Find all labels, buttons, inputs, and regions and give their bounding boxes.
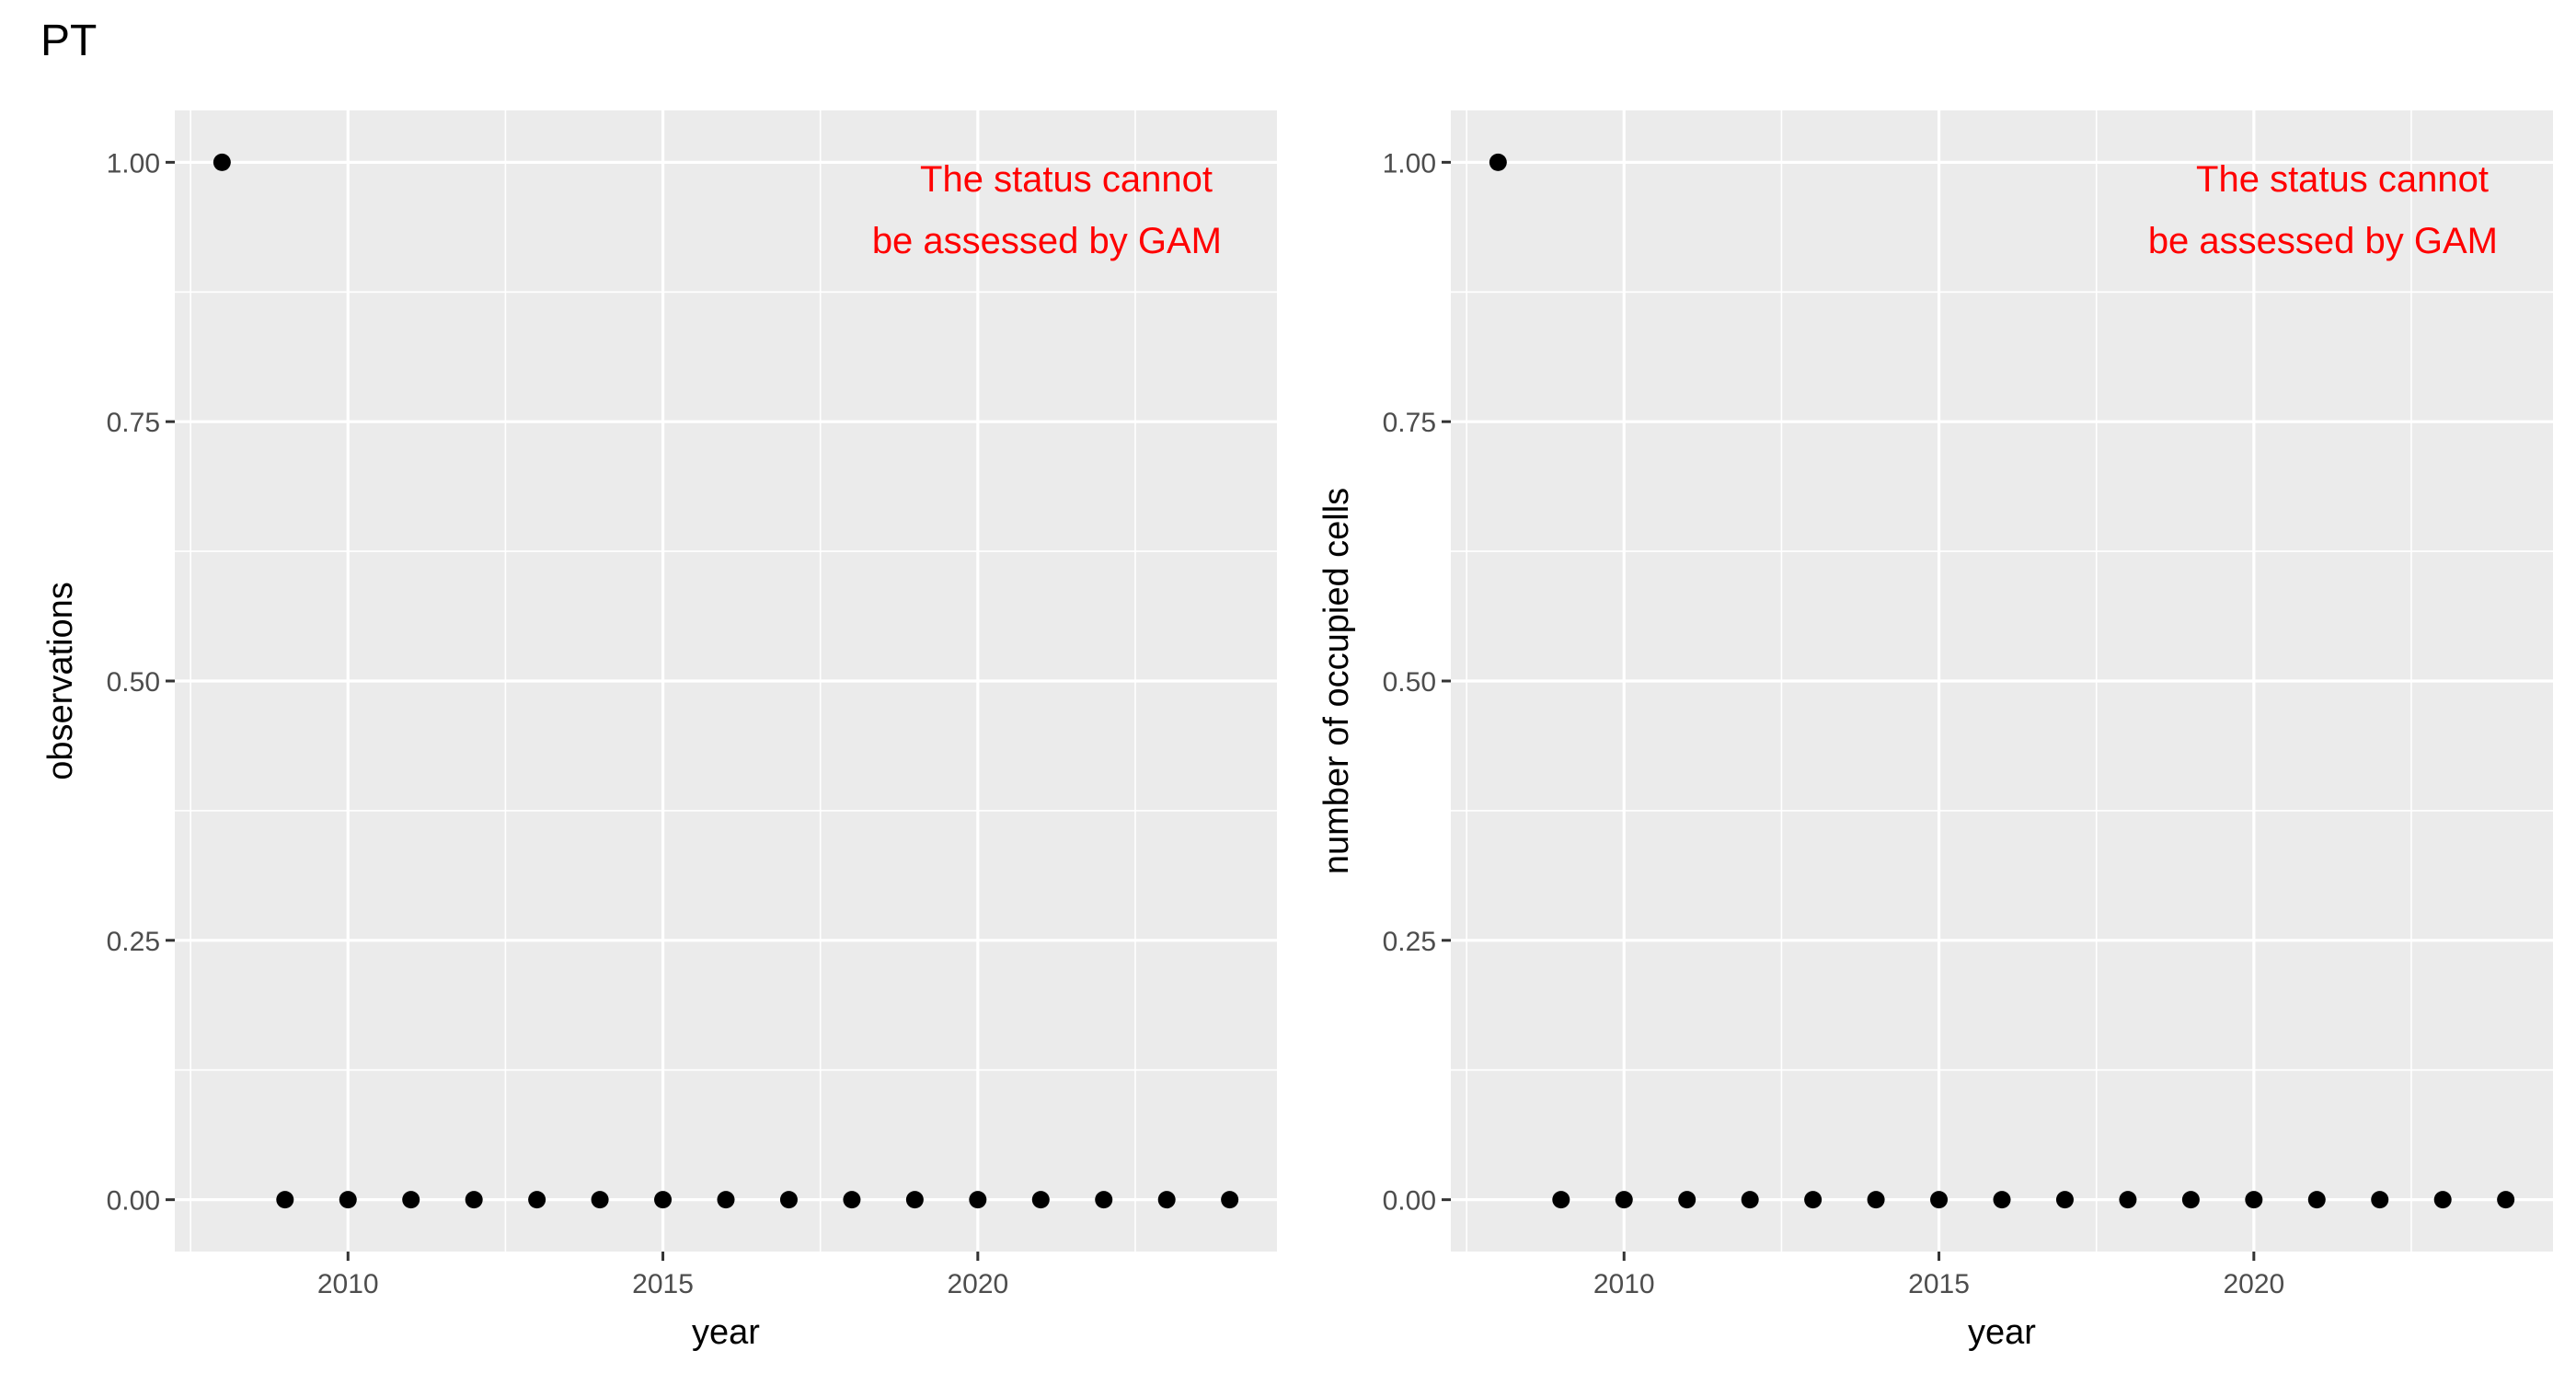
panel-left: 0.00 0.25 0.50 0.75 1.00 2010 2015 2020 year obse… xyxy=(41,110,1277,1352)
data-point xyxy=(2245,1191,2263,1209)
x-axis-title: year xyxy=(1968,1313,2036,1352)
data-point xyxy=(1867,1191,1885,1209)
x-tick-label: 2015 xyxy=(1908,1269,1970,1299)
y-tick-label: 0.75 xyxy=(107,408,160,438)
data-point xyxy=(402,1191,420,1209)
data-point xyxy=(1095,1191,1113,1209)
data-point xyxy=(1031,1191,1050,1209)
data-point xyxy=(465,1191,483,1209)
data-point xyxy=(843,1191,861,1209)
x-tick-label: 2020 xyxy=(947,1269,1008,1299)
data-point xyxy=(654,1191,673,1209)
data-point xyxy=(2119,1191,2137,1209)
data-point xyxy=(1221,1191,1239,1209)
y-tick-label: 0.25 xyxy=(107,927,160,957)
data-point xyxy=(905,1191,924,1209)
data-point xyxy=(1993,1191,2011,1209)
y-tick-label: 1.00 xyxy=(107,148,160,179)
data-point xyxy=(528,1191,546,1209)
panel-right: 0.00 0.25 0.50 0.75 1.00 2010 2015 2020 year numb… xyxy=(1317,110,2553,1352)
annotation-line-1: The status cannot xyxy=(920,159,1213,200)
data-point xyxy=(1741,1191,1759,1209)
y-axis-title: observations xyxy=(41,582,80,779)
data-point xyxy=(339,1191,357,1209)
annotation-line-1: The status cannot xyxy=(2196,159,2489,200)
page-title: PT xyxy=(40,17,97,65)
data-point xyxy=(2181,1191,2200,1209)
annotation-line-2: be assessed by GAM xyxy=(2148,221,2498,261)
y-tick-label: 1.00 xyxy=(1383,148,1436,179)
data-point xyxy=(717,1191,735,1209)
data-point xyxy=(1804,1191,1823,1209)
data-point xyxy=(1930,1191,1949,1209)
y-tick-label: 0.25 xyxy=(1383,927,1436,957)
y-tick-label: 0.00 xyxy=(107,1186,160,1217)
data-point xyxy=(1678,1191,1696,1209)
data-point xyxy=(779,1191,798,1209)
x-tick-label: 2010 xyxy=(1593,1269,1655,1299)
data-point xyxy=(2307,1191,2326,1209)
data-point xyxy=(2055,1191,2074,1209)
y-tick-label: 0.00 xyxy=(1383,1186,1436,1217)
y-tick-label: 0.50 xyxy=(107,667,160,698)
data-point xyxy=(1615,1191,1633,1209)
data-point xyxy=(2497,1191,2515,1209)
x-tick-label: 2010 xyxy=(317,1269,379,1299)
data-point xyxy=(1489,153,1507,171)
data-point xyxy=(969,1191,987,1209)
x-tick-label: 2020 xyxy=(2223,1269,2284,1299)
x-tick-label: 2015 xyxy=(632,1269,694,1299)
data-point xyxy=(213,153,231,171)
data-point xyxy=(591,1191,609,1209)
y-tick-label: 0.50 xyxy=(1383,667,1436,698)
data-point xyxy=(1157,1191,1176,1209)
data-point xyxy=(2433,1191,2452,1209)
annotation-line-2: be assessed by GAM xyxy=(872,221,1222,261)
x-axis-title: year xyxy=(692,1313,760,1352)
data-point xyxy=(2371,1191,2389,1209)
y-axis-title: number of occupied cells xyxy=(1317,488,1356,874)
data-point xyxy=(1552,1191,1570,1209)
y-tick-label: 0.75 xyxy=(1383,408,1436,438)
data-point xyxy=(276,1191,294,1209)
